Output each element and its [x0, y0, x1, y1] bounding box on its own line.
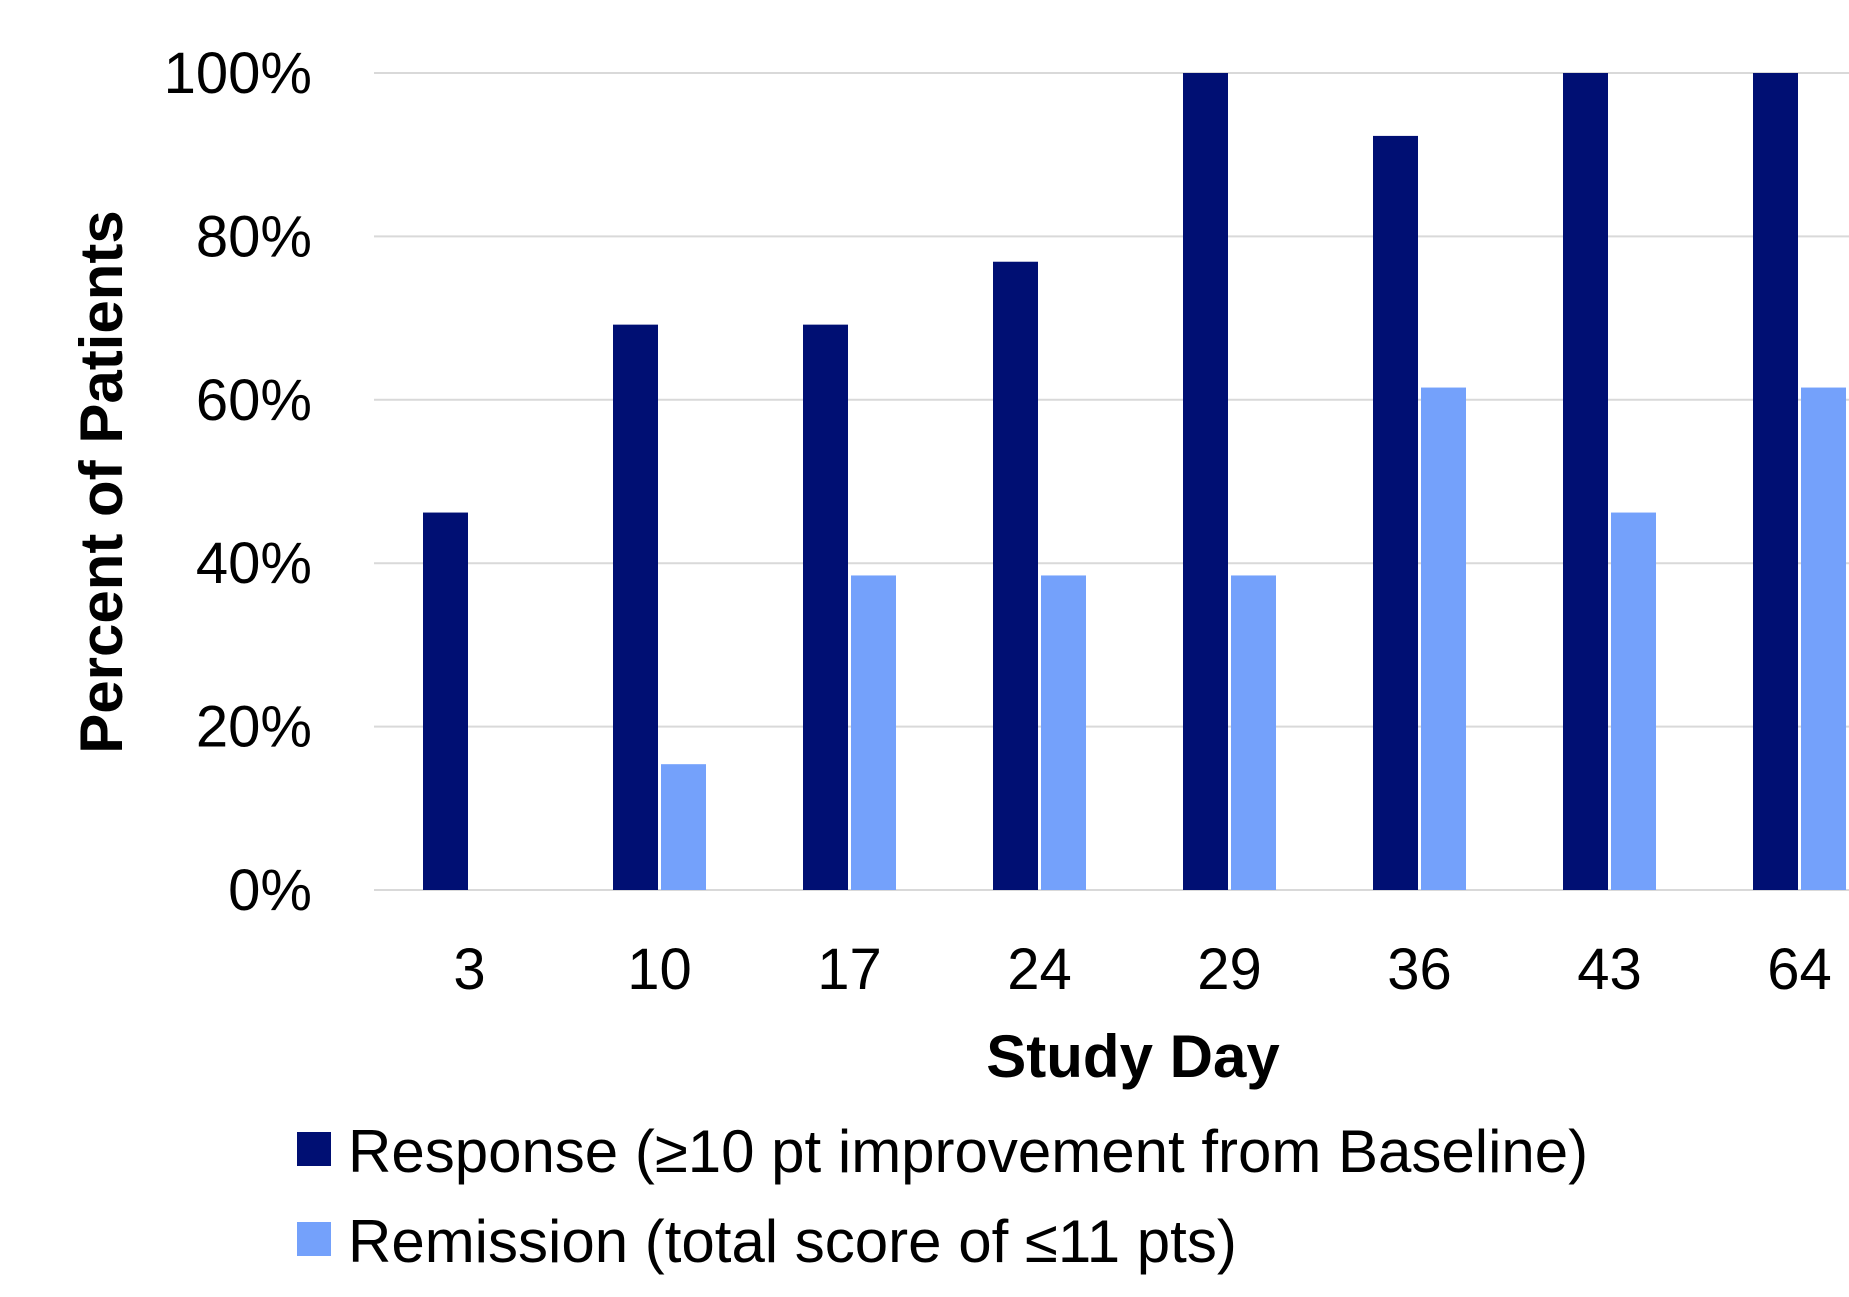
legend-label-remission: Remission (total score of ≤11 pts)	[348, 1208, 1237, 1275]
bar-response	[1373, 135, 1418, 890]
bar-response	[613, 324, 658, 890]
bar-remission	[1041, 575, 1086, 890]
x-tick-label: 29	[1197, 937, 1262, 1002]
bar-remission	[661, 764, 706, 890]
x-tick-label: 24	[1007, 937, 1072, 1002]
legend-swatch-remission	[297, 1222, 331, 1256]
y-axis-title: Percent of Patients	[68, 210, 135, 754]
bar-remission	[1421, 387, 1466, 890]
x-axis-title: Study Day	[986, 1023, 1280, 1090]
y-tick-label: 40%	[196, 531, 312, 596]
y-tick-label: 20%	[196, 695, 312, 760]
legend: Response (≥10 pt improvement from Baseli…	[297, 1118, 1588, 1275]
bar-response	[1563, 73, 1608, 890]
bar-response	[1183, 73, 1228, 890]
y-tick-label: 80%	[196, 204, 312, 269]
bar-remission	[851, 575, 896, 890]
y-tick-label: 60%	[196, 368, 312, 433]
legend-swatch-response	[297, 1132, 331, 1166]
y-tick-label: 0%	[228, 858, 312, 923]
x-tick-label: 36	[1387, 937, 1452, 1002]
bar-remission	[1231, 575, 1276, 890]
bar-response	[803, 324, 848, 890]
bars	[423, 73, 1846, 890]
x-tick-label: 3	[453, 937, 485, 1002]
bar-response	[1753, 73, 1798, 890]
bar-remission	[1801, 387, 1846, 890]
bar-response	[993, 261, 1038, 890]
legend-label-response: Response (≥10 pt improvement from Baseli…	[348, 1118, 1588, 1185]
x-axis-ticks: 3 10 17 24 29 36 43 64	[453, 937, 1831, 1002]
x-tick-label: 64	[1767, 937, 1832, 1002]
bar-response	[423, 512, 468, 890]
y-axis-ticks: 0% 20% 40% 60% 80% 100%	[164, 41, 312, 923]
x-tick-label: 10	[627, 937, 692, 1002]
x-tick-label: 17	[817, 937, 882, 1002]
x-tick-label: 43	[1577, 937, 1642, 1002]
y-tick-label: 100%	[164, 41, 312, 106]
bar-remission	[1611, 512, 1656, 890]
